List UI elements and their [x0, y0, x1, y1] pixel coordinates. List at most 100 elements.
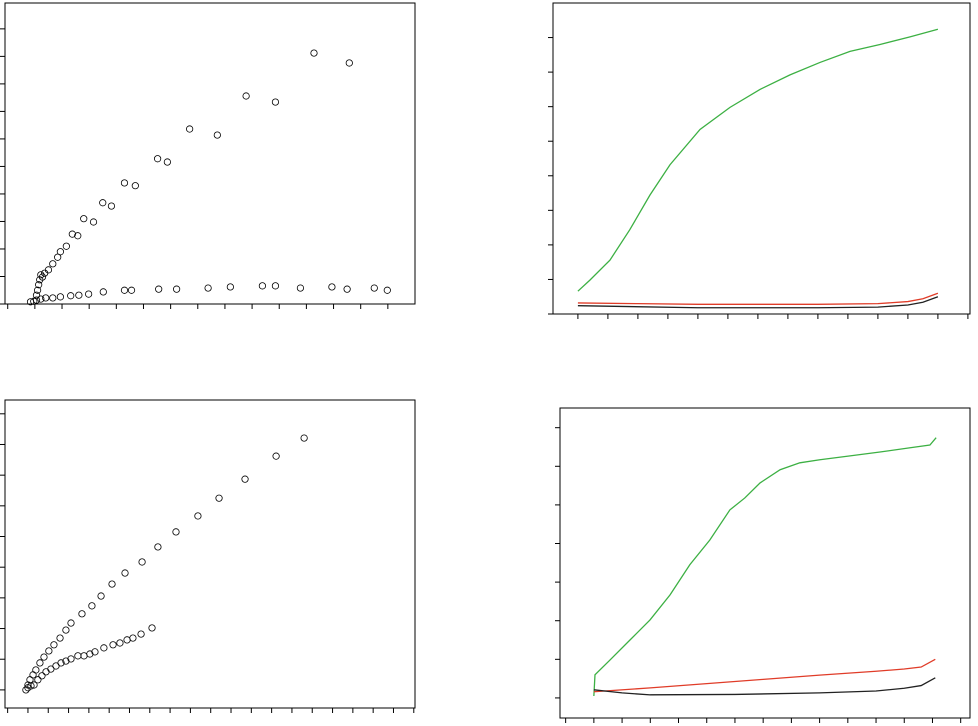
- point: [86, 650, 94, 658]
- point: [56, 634, 64, 642]
- point: [194, 512, 202, 520]
- point: [38, 672, 46, 680]
- point: [242, 92, 250, 100]
- point: [271, 282, 280, 290]
- point: [121, 569, 129, 577]
- point: [56, 293, 64, 301]
- point: [343, 285, 351, 293]
- point: [100, 644, 108, 652]
- point: [45, 647, 53, 655]
- point: [120, 286, 129, 294]
- data-line: [577, 292, 939, 305]
- data-line: [593, 677, 936, 696]
- point: [29, 671, 37, 679]
- point: [38, 273, 47, 281]
- point: [120, 179, 129, 187]
- point: [154, 543, 162, 551]
- data-line: [577, 28, 939, 292]
- point: [328, 283, 336, 291]
- point: [34, 676, 42, 684]
- point: [33, 286, 42, 294]
- point: [127, 286, 136, 294]
- plot-frame: [4, 2, 416, 305]
- point: [67, 655, 75, 663]
- point: [62, 626, 70, 634]
- point: [22, 686, 30, 694]
- point: [75, 291, 83, 299]
- point: [272, 452, 280, 460]
- point: [49, 260, 57, 268]
- point: [41, 269, 49, 277]
- data-line: [593, 658, 936, 693]
- point: [50, 641, 58, 649]
- point: [74, 232, 82, 240]
- point: [296, 284, 305, 292]
- data-line: [577, 296, 939, 309]
- point: [62, 242, 70, 250]
- point: [213, 131, 221, 139]
- point: [97, 592, 105, 600]
- point: [300, 434, 308, 442]
- point: [49, 294, 57, 302]
- point: [129, 634, 137, 642]
- point: [148, 624, 156, 632]
- point: [123, 636, 131, 644]
- point: [56, 248, 64, 256]
- plot-frame: [552, 2, 971, 315]
- point: [44, 266, 53, 274]
- point: [37, 295, 45, 303]
- point: [42, 294, 50, 302]
- plot-frame: [4, 399, 416, 709]
- point: [40, 653, 48, 661]
- point: [215, 494, 223, 502]
- point: [345, 59, 353, 67]
- point: [37, 271, 45, 279]
- point: [383, 286, 391, 294]
- point: [116, 639, 124, 647]
- point: [67, 619, 75, 627]
- point: [99, 199, 107, 207]
- point: [62, 657, 70, 665]
- point: [32, 666, 40, 674]
- point: [226, 283, 234, 291]
- plot-frame: [559, 407, 971, 719]
- point: [173, 285, 181, 293]
- point: [68, 230, 76, 238]
- point: [172, 528, 180, 536]
- point: [27, 682, 35, 690]
- point: [153, 155, 162, 163]
- point: [137, 630, 145, 638]
- point: [108, 580, 116, 588]
- point: [57, 659, 65, 667]
- point: [91, 648, 99, 656]
- point: [67, 292, 75, 300]
- point: [155, 285, 163, 293]
- point: [36, 276, 44, 284]
- point: [32, 291, 41, 299]
- point: [88, 602, 96, 610]
- point: [163, 158, 171, 166]
- point: [85, 290, 93, 298]
- point: [204, 284, 212, 292]
- point: [138, 558, 146, 566]
- point: [78, 610, 86, 618]
- point: [74, 652, 82, 660]
- point: [310, 49, 318, 57]
- point: [80, 215, 88, 223]
- point: [271, 98, 280, 106]
- point: [109, 641, 117, 649]
- point: [186, 125, 194, 133]
- point: [370, 284, 378, 292]
- data-line: [593, 437, 937, 697]
- point: [99, 288, 107, 296]
- point: [32, 296, 41, 304]
- point: [107, 202, 116, 210]
- point: [131, 182, 139, 190]
- point: [80, 652, 88, 660]
- point: [258, 282, 267, 290]
- point: [30, 681, 38, 689]
- point: [241, 475, 249, 483]
- point: [89, 218, 98, 226]
- point: [35, 281, 43, 289]
- point: [36, 659, 44, 667]
